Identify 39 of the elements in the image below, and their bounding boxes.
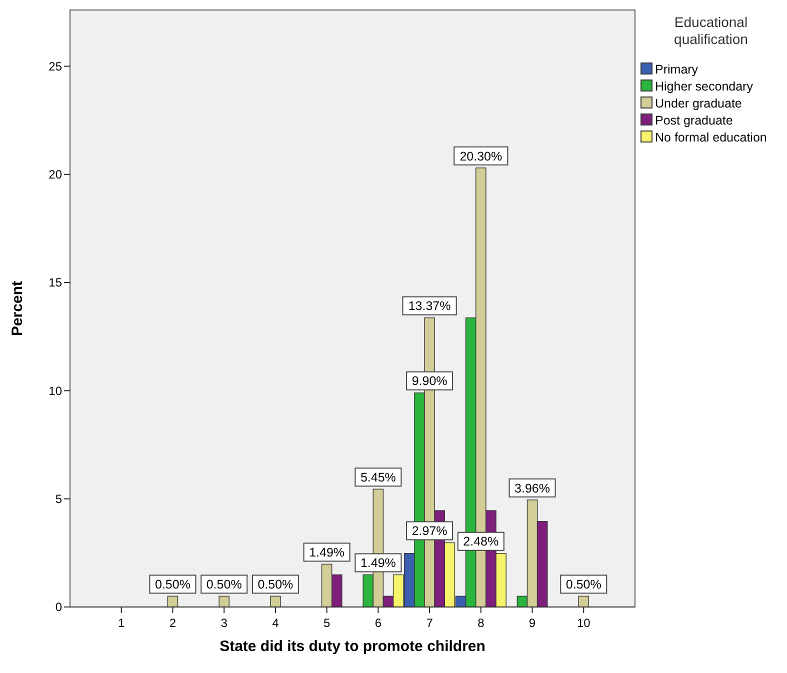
y-tick-label: 10 <box>48 384 62 398</box>
x-tick-label: 1 <box>118 616 126 630</box>
annotation: 0.50% <box>206 578 242 592</box>
annotation: 3.96% <box>514 481 550 496</box>
annotation: 9.90% <box>412 374 448 388</box>
bar <box>270 596 281 608</box>
annotation: 0.50% <box>258 578 294 592</box>
y-tick-label: 0 <box>55 600 62 614</box>
annotation: 13.37% <box>408 299 451 314</box>
legend-label: Higher secondary <box>655 79 754 94</box>
y-tick-label: 25 <box>48 59 62 74</box>
x-tick-label: 8 <box>478 616 485 630</box>
annotation: 20.30% <box>460 149 502 164</box>
legend-title: Educational qualification <box>674 14 748 47</box>
annotation: 5.45% <box>360 470 396 484</box>
annotation: 1.49% <box>309 546 345 560</box>
legend-label: Post graduate <box>655 113 733 128</box>
x-tick-label: 6 <box>374 616 382 630</box>
annotation: 0.50% <box>566 578 602 592</box>
annotation: 1.49% <box>360 556 396 570</box>
y-tick-label: 20 <box>48 168 62 182</box>
x-tick-label: 5 <box>323 616 330 630</box>
x-tick-label: 7 <box>426 616 434 630</box>
x-tick-label: 4 <box>272 616 280 630</box>
x-tick-label: 9 <box>528 616 536 630</box>
annotation: 2.48% <box>463 534 499 549</box>
legend-label: Primary <box>655 62 699 76</box>
annotation: 2.97% <box>412 524 448 538</box>
bar <box>218 596 230 608</box>
legend-label: Under graduate <box>655 96 742 110</box>
x-tick-label: 2 <box>169 616 176 630</box>
x-axis-title: State did its duty to promote children <box>220 638 486 655</box>
y-tick-label: 5 <box>55 492 62 506</box>
y-axis-title: Percent <box>9 280 26 336</box>
annotation: 0.50% <box>155 578 190 592</box>
legend-label: No formal education <box>655 130 767 144</box>
x-tick-label: 3 <box>220 616 228 630</box>
x-tick-label: 10 <box>576 616 591 630</box>
y-tick-label: 15 <box>48 276 62 290</box>
